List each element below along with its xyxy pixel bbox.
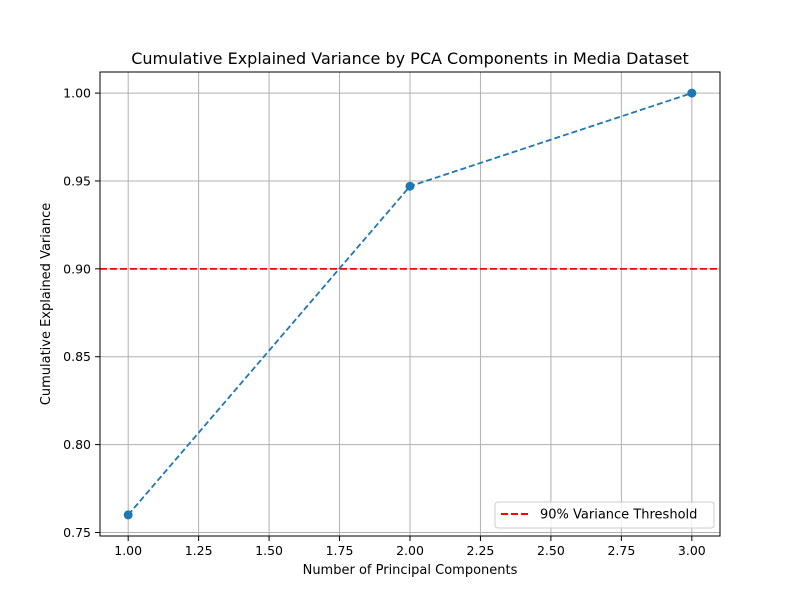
data-point bbox=[123, 510, 133, 520]
y-tick-label: 0.80 bbox=[63, 437, 91, 452]
x-tick-label: 3.00 bbox=[678, 543, 706, 558]
y-tick-label: 0.95 bbox=[63, 173, 91, 188]
legend-box bbox=[494, 501, 715, 529]
x-tick-label: 2.50 bbox=[537, 543, 565, 558]
x-tick-label: 1.75 bbox=[326, 543, 354, 558]
x-tick-label: 2.00 bbox=[396, 543, 424, 558]
x-axis-ticks: 1.00 1.25 1.50 1.75 2.00 2.25 2.50 2.75 3.00 bbox=[114, 536, 706, 558]
x-tick-label: 1.00 bbox=[114, 543, 142, 558]
x-tick-label: 2.25 bbox=[467, 543, 495, 558]
y-tick-label: 1.00 bbox=[63, 86, 91, 101]
y-axis-ticks: 0.75 0.80 0.85 0.90 0.95 1.00 bbox=[63, 86, 100, 540]
legend-threshold-label: 90% Variance Threshold bbox=[540, 508, 697, 523]
x-tick-label: 2.75 bbox=[607, 543, 635, 558]
legend: 90% Variance Threshold bbox=[494, 501, 715, 529]
data-point bbox=[687, 88, 697, 98]
x-tick-label: 1.50 bbox=[255, 543, 283, 558]
data-point bbox=[405, 181, 415, 191]
y-tick-label: 0.90 bbox=[63, 261, 91, 276]
series-layer bbox=[123, 88, 697, 520]
y-tick-label: 0.85 bbox=[63, 349, 91, 364]
x-tick-label: 1.25 bbox=[185, 543, 213, 558]
chart-title: Cumulative Explained Variance by PCA Com… bbox=[131, 49, 689, 68]
y-axis-label: Cumulative Explained Variance bbox=[39, 203, 54, 405]
y-tick-label: 0.75 bbox=[63, 525, 91, 540]
x-axis-label: Number of Principal Components bbox=[303, 563, 518, 578]
